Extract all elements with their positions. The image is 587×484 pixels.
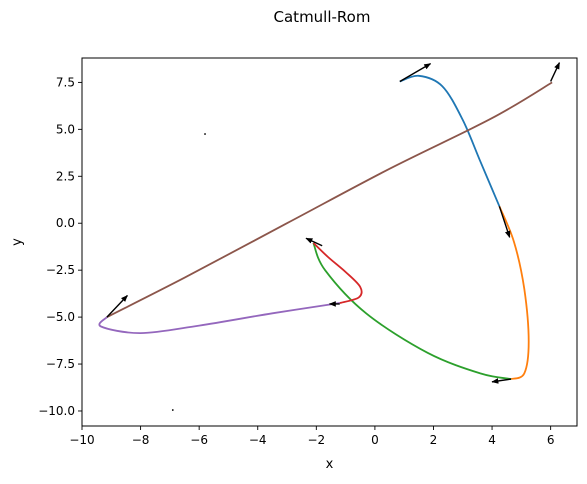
tangent-arrow-4	[491, 378, 512, 384]
tangent-arrow-3	[498, 206, 511, 238]
y-tick-label: 7.5	[56, 75, 75, 89]
series-line-3	[312, 242, 512, 380]
chart-title: Catmull-Rom	[274, 8, 371, 26]
series-line-2	[498, 205, 530, 380]
y-tick-label: 0.0	[56, 216, 75, 230]
stray-point-1	[204, 133, 206, 135]
y-axis: −10.0 −7.5 −5.0 −2.5 0.0 2.5 5.0 7.5	[38, 75, 82, 418]
stray-point-2	[171, 409, 174, 411]
plot-frame	[81, 57, 578, 427]
tangent-arrow-5	[305, 237, 323, 247]
x-tick-label: 6	[547, 433, 555, 447]
y-tick-label: −10.0	[38, 404, 75, 418]
x-axis: −10 −8 −6 −4 −2 0 2 4 6	[69, 426, 554, 447]
tangent-arrow-1	[399, 63, 432, 83]
x-tick-label: −4	[249, 433, 267, 447]
x-tick-label: 2	[430, 433, 438, 447]
y-tick-label: −7.5	[46, 357, 75, 371]
x-tick-label: 4	[488, 433, 496, 447]
x-tick-label: −10	[69, 433, 94, 447]
y-tick-label: −2.5	[46, 263, 75, 277]
series-line-6	[106, 81, 553, 318]
x-axis-label: x	[326, 457, 334, 472]
y-tick-label: 5.0	[56, 122, 75, 136]
x-tick-label: −2	[307, 433, 325, 447]
x-tick-label: −6	[190, 433, 208, 447]
y-axis-label: y	[10, 238, 25, 246]
series-line-1	[399, 74, 501, 207]
tangent-arrow-2	[550, 62, 561, 82]
series-line-5	[98, 302, 340, 335]
tangent-arrow-7	[106, 295, 128, 318]
x-tick-label: −8	[132, 433, 150, 447]
y-tick-label: 2.5	[56, 169, 75, 183]
series-line-4	[312, 242, 363, 304]
y-tick-label: −5.0	[46, 310, 75, 324]
x-tick-label: 0	[371, 433, 379, 447]
plot-marks	[98, 62, 561, 411]
